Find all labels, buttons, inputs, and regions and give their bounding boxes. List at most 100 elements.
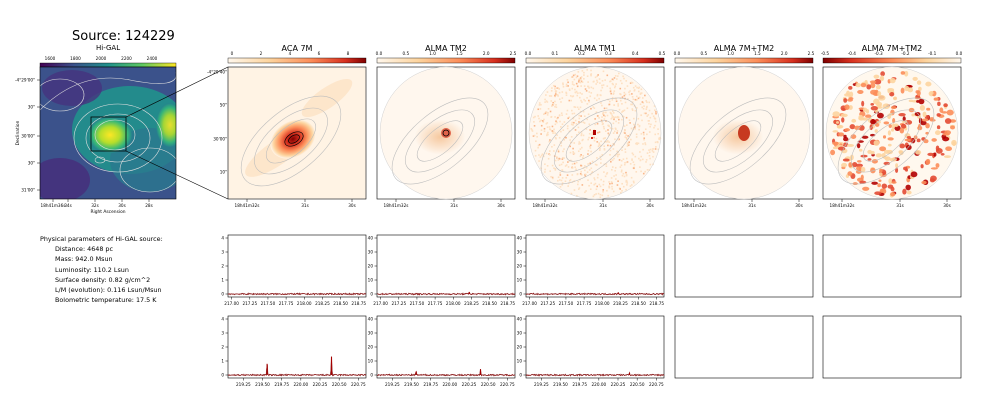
tm1-noise [618,118,620,121]
tm1-noise [603,171,605,173]
alma-peak [441,128,451,138]
map-cbar-tick: 2 [260,51,263,56]
map-cbar-tick: -0.5 [821,51,830,56]
tm1-noise [547,112,549,114]
tm1-noise [558,114,561,117]
tm1-noise [612,132,615,134]
tm1-noise [552,104,554,106]
tm1-noise [595,193,597,195]
residual-blob [856,166,861,171]
tm1-noise [611,114,614,117]
tm1-noise [596,75,599,78]
map-xtick-label: 31s [450,203,458,208]
map-cbar-tick: 2.5 [510,51,517,56]
spectrum-xtick-label: 219.75 [423,382,438,387]
tm1-noise [627,144,630,146]
tm1-noise [546,114,549,116]
residual-blob [891,181,897,184]
tm1-noise [571,112,574,115]
tm1-noise [654,133,657,136]
panel-title-7m-tm2: ALMA 7M+TM2 [713,44,775,53]
tm1-noise [612,93,615,95]
residual-blob [935,147,943,154]
tm1-noise [537,146,539,149]
tm1-noise [640,92,643,94]
tm1-noise [573,189,576,191]
tm1-noise [560,112,563,114]
tm1-noise [564,136,566,139]
tm1-noise [601,123,604,126]
spectrum-line-model [227,356,367,377]
tm1-noise [603,137,605,140]
spectrum-panel: 0 10 20 30 40 219.25 219.50 219.75 220.00 220.25 2… [368,315,516,387]
tm1-noise [560,126,562,128]
tm1-noise [616,75,619,77]
tm1-noise [566,125,569,127]
spectrum-ytick-label: 4 [221,317,224,322]
map-cbar-tick: 1.5 [456,51,463,56]
tm1-noise [602,190,604,193]
tm1-noise [581,146,583,149]
residual-blob [930,167,938,170]
tm1-noise [611,127,614,130]
tm1-noise [576,85,579,88]
tm1-noise [556,87,559,89]
residual-blob [867,158,872,161]
tm1-noise [633,163,636,166]
tm1-noise [647,114,650,116]
residual-blob [880,75,885,82]
tm1-noise [588,136,590,139]
tm1-noise [620,170,623,173]
tm1-noise [602,113,604,115]
spectrum-xtick-label: 217.00 [373,301,388,306]
tm1-noise [587,85,590,88]
tm1-noise [577,71,580,73]
tm1-noise [578,143,580,145]
tm1-noise [565,164,568,166]
tm1-noise [643,133,645,136]
tm1-peak [593,130,596,135]
higal-ytick-label: 31'00" [21,188,35,193]
tm1-noise [548,95,551,97]
residual-blob [866,84,872,90]
residual-blob [874,191,882,195]
tm1-noise [622,172,625,175]
tm1-noise [539,120,541,123]
tm1-noise [557,149,560,152]
residual-blob [895,163,899,168]
residual-blob [860,174,864,180]
tm1-noise [609,127,612,129]
tm1-noise [591,131,594,134]
tm1-noise [554,168,557,170]
tm1-noise [589,144,592,147]
spectrum-xtick-label: 219.75 [274,382,289,387]
tm1-noise [603,107,606,110]
tm1-noise [612,148,615,150]
tm1-noise [581,184,584,186]
tm1-noise [590,69,592,72]
tm1-noise [586,103,589,105]
tm1-noise [608,181,610,183]
tm1-noise [538,117,540,120]
residual-blob [940,152,945,156]
tm1-noise [577,108,580,110]
tm1-noise [571,163,574,165]
residual-blob [873,140,880,146]
tm1-noise [636,143,638,146]
tm1-noise [634,85,637,87]
spectrum-xtick-label: 220.75 [351,382,366,387]
tm1-noise [589,188,592,191]
tm1-noise [609,153,611,156]
spectrum-xtick-label: 217.75 [428,301,443,306]
residual-blob [890,105,897,110]
tm1-noise [578,121,580,123]
map-xtick-label: 30s [795,203,803,208]
map-cbar-tick: 0.3 [605,51,612,56]
tm1-noise [645,100,647,102]
aca-peak [270,119,316,159]
alma-higal-contour [837,97,935,185]
tm1-noise [573,112,576,115]
tm1-noise [581,93,583,95]
spectrum-ytick-label: 2 [221,345,224,350]
spectrum-xtick-label: 219.25 [236,382,251,387]
